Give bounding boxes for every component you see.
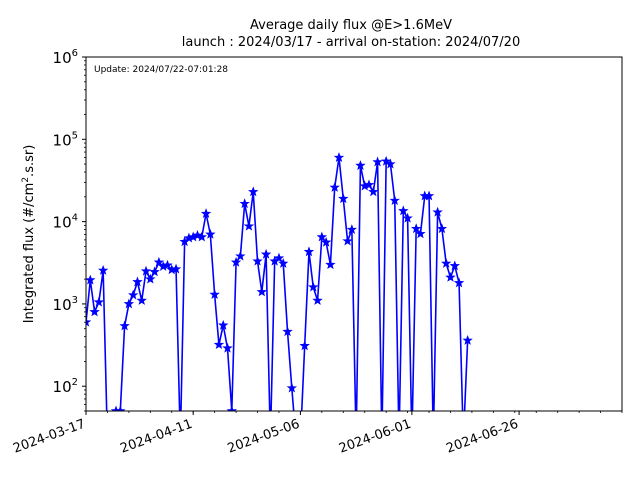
data-point-57 [329,182,340,192]
data-point-11 [132,276,143,287]
data-point-34 [230,256,242,267]
data-point-39 [252,255,263,266]
data-point-35 [235,250,246,261]
data-point-82 [436,223,448,234]
y-tick-label-4: 106 [53,48,78,67]
x-tick-label-0: 2024-03-17 [11,417,87,457]
data-point-85 [449,260,460,271]
y-tick-label-3: 105 [53,130,78,149]
update-annotation: Update: 2024/07/22-07:01:28 [94,65,228,75]
data-point-77 [415,228,426,239]
data-point-79 [423,190,435,201]
data-point-15 [149,266,160,277]
data-point-29 [209,289,220,299]
y-tick-label-2: 104 [53,213,78,232]
plot-area [86,152,473,411]
data-point-54 [316,231,328,242]
data-point-27 [200,208,212,219]
x-axis: 2024-03-17 2024-04-11 2024-05-06 2024-06-01… [11,411,623,457]
x-tick-label-3: 2024-06-01 [337,417,413,457]
data-point-53 [312,295,323,305]
data-point-47 [286,382,298,393]
data-point-41 [260,248,272,259]
data-point-60 [342,235,353,246]
data-point-81 [432,206,443,217]
data-point-16 [153,256,165,267]
data-point-40 [256,286,267,297]
data-point-3 [93,296,105,307]
data-point-71 [389,195,400,206]
data-point-1 [86,274,96,285]
y-axis: 102 103 104 105 106 [53,48,86,412]
data-point-52 [308,281,319,292]
data-point-38 [248,186,259,197]
data-point-4 [97,265,109,275]
data-point-25 [192,229,203,240]
axes-frame [85,56,623,412]
data-point-8 [119,320,130,331]
data-point-88 [462,334,473,345]
data-point-12 [136,295,147,305]
x-tick-label-4: 2024-06-26 [444,417,520,457]
y-tick-label-1: 103 [53,295,78,314]
data-point-67 [372,156,383,167]
chart-title: Average daily flux @E>1.6MeV [250,18,452,33]
data-point-28 [205,228,216,239]
data-point-51 [303,246,315,257]
data-point-31 [218,319,229,330]
data-point-26 [196,231,207,242]
data-point-70 [385,158,396,169]
chart-subtitle: launch : 2024/03/17 - arrival on-station… [182,35,520,50]
data-point-55 [320,236,332,247]
data-point-73 [398,205,409,216]
data-point-7 [115,405,126,411]
data-point-74 [402,212,413,223]
data-point-65 [363,179,375,190]
data-point-0 [86,316,92,327]
data-point-36 [239,198,250,209]
data-point-14 [145,273,156,284]
data-point-33 [226,405,237,411]
data-point-84 [445,271,456,282]
data-point-9 [123,298,135,309]
data-point-44 [273,252,285,263]
data-point-32 [222,342,233,353]
data-point-37 [243,220,255,231]
data-point-50 [299,340,310,351]
data-point-30 [213,339,225,350]
data-point-83 [441,258,452,268]
data-point-18 [162,259,173,270]
x-tick-label-1: 2024-04-11 [118,417,194,457]
data-point-61 [346,224,358,235]
data-point-10 [127,289,139,300]
data-point-46 [282,326,293,337]
y-tick-label-0: 102 [53,377,78,396]
data-point-66 [368,186,379,197]
data-point-86 [453,277,465,288]
data-point-58 [333,152,345,162]
data-point-69 [380,155,392,166]
x-tick-label-2: 2024-05-06 [226,417,302,457]
data-point-2 [89,306,100,317]
y-axis-label: Integrated flux (#/cm2.s.sr) [21,145,37,324]
data-point-13 [140,265,152,276]
data-point-76 [410,223,422,234]
data-point-45 [278,258,289,268]
data-point-56 [325,259,336,270]
data-point-20 [170,263,182,274]
data-point-59 [338,193,349,204]
data-point-63 [355,160,366,170]
